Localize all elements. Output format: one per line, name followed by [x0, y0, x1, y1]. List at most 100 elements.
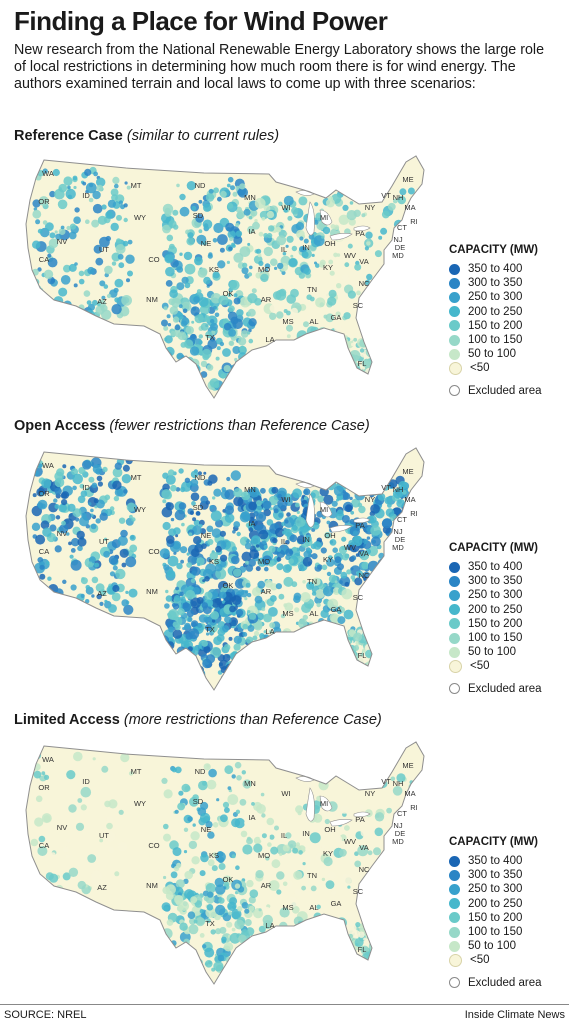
legend-label: <50 — [470, 954, 490, 967]
great-lake — [305, 201, 315, 236]
state-label: NV — [57, 529, 67, 538]
state-label: ID — [82, 191, 90, 200]
great-lake — [353, 225, 371, 231]
state-label: AR — [261, 587, 272, 596]
state-label: FL — [358, 945, 367, 954]
scenario-heading-open-access: Open Access (fewer restrictions than Ref… — [14, 418, 370, 434]
state-label: CA — [39, 841, 49, 850]
state-label: AR — [261, 295, 272, 304]
state-label: MI — [320, 799, 328, 808]
state-label: IL — [281, 537, 287, 546]
legend-swatch — [449, 361, 462, 375]
state-label: KY — [323, 849, 333, 858]
state-label: UT — [99, 537, 109, 546]
state-label: IN — [302, 829, 310, 838]
state-label: OR — [38, 783, 50, 792]
legend-swatch — [449, 659, 462, 673]
legend-swatch — [449, 926, 460, 938]
state-label: AZ — [97, 883, 107, 892]
legend-item: <50 — [449, 659, 567, 673]
state-label: DE — [395, 535, 405, 544]
state-label: ME — [402, 761, 413, 770]
legend-label: 350 to 400 — [468, 263, 523, 276]
state-label: MO — [258, 557, 270, 566]
state-label: SD — [193, 503, 204, 512]
state-label: NJ — [393, 821, 402, 830]
reference-case-map: WA OR ID MT ND MN WI MI ME VT NH MA RI CT NY NJ DE MD PA OH… — [14, 148, 444, 408]
legend-swatch — [449, 334, 460, 346]
legend-swatch — [449, 855, 460, 867]
state-label: MN — [244, 485, 256, 494]
great-lake — [319, 209, 333, 226]
state-label: WI — [281, 789, 290, 798]
legend-item: 200 to 250 — [449, 603, 567, 617]
scenario-subtitle: (more restrictions than Reference Case) — [123, 712, 382, 728]
legend-label: 300 to 350 — [468, 869, 523, 882]
legend-label: 150 to 200 — [468, 911, 523, 924]
page-title: Finding a Place for Wind Power — [14, 6, 388, 36]
state-label: LA — [265, 335, 274, 344]
state-label: DE — [395, 829, 405, 838]
state-label: NV — [57, 823, 67, 832]
state-label: WA — [42, 461, 54, 470]
state-label: SC — [353, 887, 364, 896]
state-label: CO — [148, 841, 159, 850]
state-label: WV — [344, 543, 356, 552]
state-label: SD — [193, 797, 204, 806]
scenario-name: Open Access — [14, 418, 106, 434]
state-label: NY — [365, 495, 375, 504]
excluded-swatch — [449, 385, 460, 396]
state-label: WI — [281, 203, 290, 212]
legend-excluded: Excluded area — [449, 977, 567, 989]
state-label: RI — [410, 217, 418, 226]
state-label: SC — [353, 301, 364, 310]
state-label: NJ — [393, 527, 402, 536]
legend-label: 200 to 250 — [468, 897, 523, 910]
great-lake — [329, 819, 353, 827]
state-label: FL — [358, 359, 367, 368]
legend-item: 150 to 200 — [449, 911, 567, 925]
state-label: NH — [393, 485, 404, 494]
legend-label: 350 to 400 — [468, 561, 523, 574]
state-label: KS — [209, 265, 219, 274]
state-label: VA — [359, 257, 368, 266]
state-label: GA — [331, 313, 342, 322]
state-label: NY — [365, 203, 375, 212]
state-label: MT — [131, 767, 142, 776]
legend-item: 300 to 350 — [449, 574, 567, 588]
legend-swatch — [449, 883, 460, 895]
state-label: ME — [402, 467, 413, 476]
state-label: CT — [397, 515, 407, 524]
legend-item: 100 to 150 — [449, 631, 567, 645]
legend-excluded: Excluded area — [449, 385, 567, 397]
state-label: DE — [395, 243, 405, 252]
great-lake — [329, 233, 353, 241]
state-label: ID — [82, 777, 90, 786]
great-lake — [305, 787, 315, 822]
state-label: OR — [38, 489, 50, 498]
legend-label: 100 to 150 — [468, 334, 523, 347]
state-label: IN — [302, 535, 310, 544]
state-label: UT — [99, 831, 109, 840]
state-label: TX — [205, 625, 215, 634]
state-label: SC — [353, 593, 364, 602]
legend-excluded: Excluded area — [449, 683, 567, 695]
legend-swatch — [449, 320, 460, 332]
state-label: NY — [365, 789, 375, 798]
state-label: MN — [244, 193, 256, 202]
great-lake — [319, 501, 333, 518]
state-label: OR — [38, 197, 50, 206]
state-label: MO — [258, 265, 270, 274]
open-access-map: WA OR ID MT ND MN WI MI ME VT NH MA RI CT NY NJ DE MD PA OH… — [14, 440, 444, 700]
great-lake — [305, 493, 315, 528]
legend-item: 300 to 350 — [449, 868, 567, 882]
legend-item: 250 to 300 — [449, 588, 567, 602]
us-outline — [25, 155, 425, 399]
legend-swatch — [449, 561, 460, 573]
state-label: NE — [201, 239, 211, 248]
great-lake — [353, 517, 371, 523]
state-label: OK — [223, 875, 234, 884]
state-label: NM — [146, 587, 158, 596]
state-label: NC — [359, 279, 370, 288]
state-label: VT — [381, 483, 391, 492]
